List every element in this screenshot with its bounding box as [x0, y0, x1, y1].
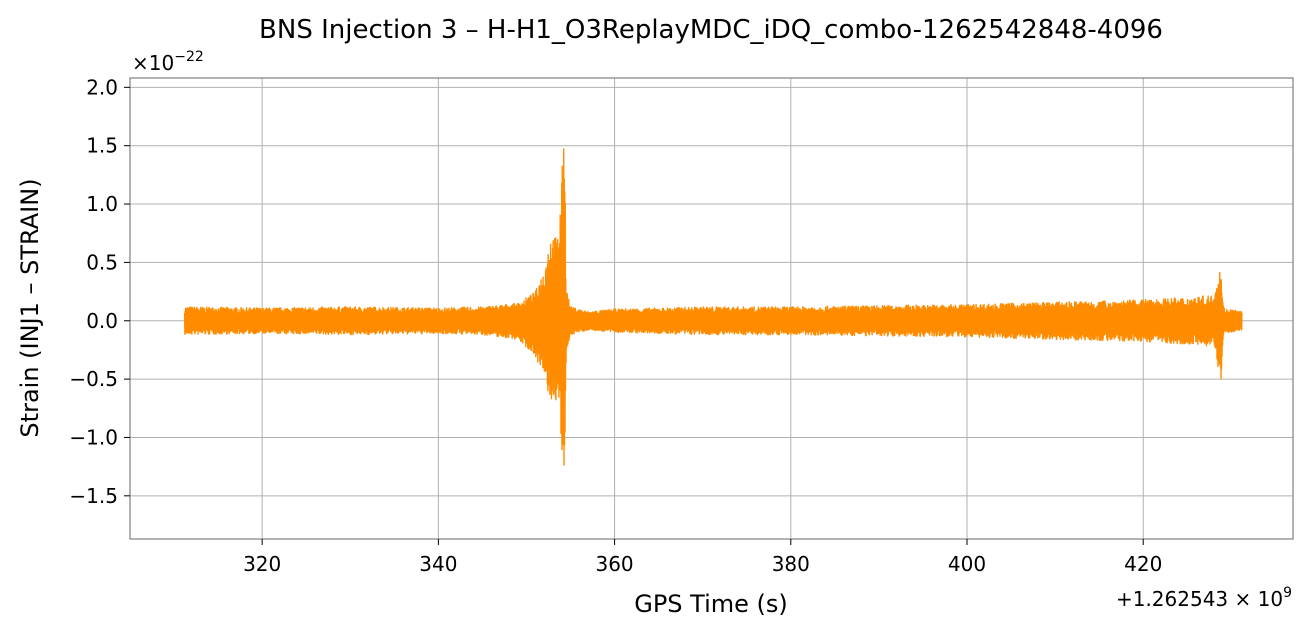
plot-frame [129, 77, 1294, 540]
strain-series-line [183, 148, 1243, 466]
y-tick-label: −0.5 [69, 367, 118, 391]
x-tick-label: 400 [948, 552, 986, 576]
y-axis: −1.5 −1.0 −0.5 0.0 0.5 1.0 1.5 2.0 [69, 75, 130, 508]
y-axis-label: Strain (INJ1 – STRAIN) [16, 178, 44, 437]
x-tick-label: 380 [772, 552, 810, 576]
y-tick-label: 0.5 [86, 250, 118, 274]
chart-title: BNS Injection 3 – H-H1_O3ReplayMDC_iDQ_c… [259, 15, 1163, 45]
x-axis: 320 340 360 380 400 420 [243, 539, 1162, 576]
y-tick-label: 2.0 [86, 75, 118, 99]
x-axis-label: GPS Time (s) [634, 590, 788, 618]
y-tick-label: −1.0 [69, 425, 118, 449]
y-tick-label: 0.0 [86, 309, 118, 333]
x-tick-label: 420 [1124, 552, 1162, 576]
data-layer [183, 148, 1243, 466]
y-tick-label: −1.5 [69, 484, 118, 508]
x-offset-label: +1.262543 × 109 [1116, 585, 1292, 611]
y-tick-label: 1.0 [86, 192, 118, 216]
y-tick-label: 1.5 [86, 134, 118, 158]
x-tick-label: 360 [595, 552, 633, 576]
y-scale-factor: ×10−22 [132, 49, 204, 75]
x-tick-label: 320 [243, 552, 281, 576]
x-tick-label: 340 [419, 552, 457, 576]
